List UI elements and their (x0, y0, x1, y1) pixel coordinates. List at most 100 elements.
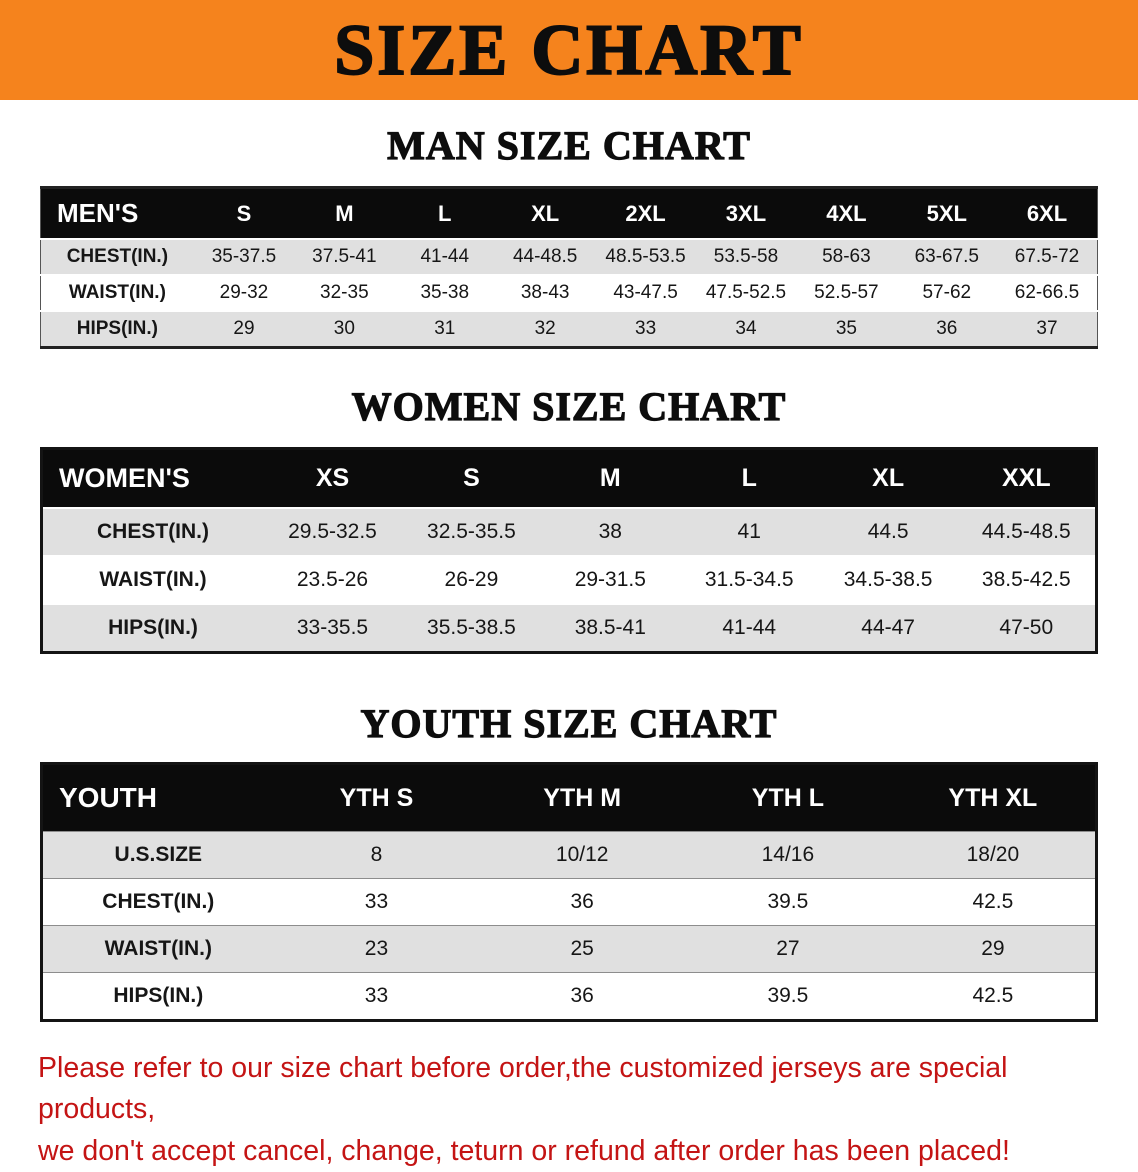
size-cell: 35-37.5 (193, 238, 295, 275)
size-cell: 58-63 (796, 238, 897, 275)
youth-table-wrap: YOUTH YTH S YTH M YTH L YTH XL U.S.SIZE … (0, 762, 1138, 1022)
col-header: YTH S (273, 763, 480, 832)
disclaimer-line-2: we don't accept cancel, change, teturn o… (38, 1134, 1010, 1167)
row-label: U.S.SIZE (41, 831, 274, 879)
size-cell: 33 (595, 310, 696, 348)
size-cell: 33 (273, 878, 480, 926)
size-cell: 44.5-48.5 (957, 507, 1097, 556)
col-header: XL (494, 187, 596, 239)
size-cell: 33-35.5 (263, 603, 402, 653)
size-cell: 34.5-38.5 (818, 555, 958, 604)
size-cell: 26-29 (401, 555, 541, 604)
size-cell: 29-32 (193, 274, 295, 311)
size-cell: 18/20 (890, 831, 1097, 879)
col-header: L (394, 187, 495, 239)
size-cell: 8 (273, 831, 480, 879)
size-cell: 38-43 (494, 274, 596, 311)
size-cell: 44.5 (818, 507, 958, 556)
size-cell: 41-44 (394, 238, 495, 275)
size-cell: 23.5-26 (263, 555, 402, 604)
size-cell: 10/12 (479, 831, 686, 879)
size-cell: 37 (997, 310, 1098, 348)
size-cell: 29.5-32.5 (263, 507, 402, 556)
women-section: WOMEN SIZE CHART WOMEN'S XS S M L XL XXL… (0, 384, 1138, 654)
size-cell: 52.5-57 (796, 274, 897, 311)
col-header: YTH M (479, 763, 686, 832)
size-cell: 38 (540, 507, 680, 556)
women-table-wrap: WOMEN'S XS S M L XL XXL CHEST(IN.) 29.5-… (0, 447, 1138, 654)
youth-size-table: YOUTH YTH S YTH M YTH L YTH XL U.S.SIZE … (40, 762, 1098, 1022)
table-row: CHEST(IN.) 29.5-32.5 32.5-35.5 38 41 44.… (41, 507, 1097, 556)
men-header-row: MEN'S S M L XL 2XL 3XL 4XL 5XL 6XL (40, 187, 1098, 239)
size-cell: 27 (685, 925, 891, 973)
size-cell: 42.5 (890, 878, 1097, 926)
size-cell: 38.5-42.5 (957, 555, 1097, 604)
row-label: WAIST(IN.) (40, 274, 194, 311)
col-header: YTH XL (890, 763, 1097, 832)
table-row: CHEST(IN.) 33 36 39.5 42.5 (41, 878, 1097, 926)
size-cell: 23 (273, 925, 480, 973)
table-row: HIPS(IN.) 29 30 31 32 33 34 35 36 37 (40, 310, 1098, 348)
size-cell: 38.5-41 (540, 603, 680, 653)
size-cell: 35.5-38.5 (401, 603, 541, 653)
table-title-cell: WOMEN'S (41, 448, 264, 508)
table-row: WAIST(IN.) 29-32 32-35 35-38 38-43 43-47… (40, 274, 1098, 311)
col-header: 5XL (896, 187, 997, 239)
col-header: 3XL (695, 187, 797, 239)
youth-heading: YOUTH SIZE CHART (360, 701, 778, 746)
row-label: CHEST(IN.) (41, 507, 264, 556)
size-cell: 25 (479, 925, 686, 973)
size-cell: 41 (679, 507, 819, 556)
size-cell: 47-50 (957, 603, 1097, 653)
size-cell: 36 (479, 972, 686, 1021)
size-cell: 31 (394, 310, 495, 348)
size-cell: 67.5-72 (997, 238, 1098, 275)
col-header: M (540, 448, 680, 508)
table-title-cell: YOUTH (41, 763, 274, 832)
size-cell: 62-66.5 (997, 274, 1098, 311)
size-cell: 33 (273, 972, 480, 1021)
youth-header-row: YOUTH YTH S YTH M YTH L YTH XL (41, 763, 1097, 832)
size-cell: 29-31.5 (540, 555, 680, 604)
size-cell: 30 (294, 310, 395, 348)
col-header: XS (263, 448, 402, 508)
size-cell: 53.5-58 (695, 238, 797, 275)
women-heading: WOMEN SIZE CHART (351, 384, 787, 429)
col-header: 2XL (595, 187, 696, 239)
size-cell: 43-47.5 (595, 274, 696, 311)
size-cell: 36 (479, 878, 686, 926)
table-row: HIPS(IN.) 33 36 39.5 42.5 (41, 972, 1097, 1021)
col-header: S (401, 448, 541, 508)
size-cell: 63-67.5 (896, 238, 997, 275)
size-cell: 31.5-34.5 (679, 555, 819, 604)
youth-section: YOUTH SIZE CHART YOUTH YTH S YTH M YTH L… (0, 701, 1138, 1022)
col-header: S (193, 187, 295, 239)
size-cell: 44-47 (818, 603, 958, 653)
col-header: XL (818, 448, 958, 508)
col-header: 4XL (796, 187, 897, 239)
size-cell: 39.5 (685, 972, 891, 1021)
size-cell: 36 (896, 310, 997, 348)
size-cell: 34 (695, 310, 797, 348)
col-header: M (294, 187, 395, 239)
size-cell: 37.5-41 (294, 238, 395, 275)
row-label: CHEST(IN.) (41, 878, 274, 926)
disclaimer-line-1: Please refer to our size chart before or… (38, 1052, 1008, 1126)
women-header-row: WOMEN'S XS S M L XL XXL (41, 448, 1097, 508)
size-cell: 35 (796, 310, 897, 348)
size-cell: 32 (494, 310, 596, 348)
size-cell: 29 (890, 925, 1097, 973)
row-label: WAIST(IN.) (41, 555, 264, 604)
size-cell: 29 (193, 310, 295, 348)
disclaimer-note: Please refer to our size chart before or… (0, 1048, 1138, 1172)
size-cell: 32-35 (294, 274, 395, 311)
size-cell: 14/16 (685, 831, 891, 879)
size-cell: 48.5-53.5 (595, 238, 696, 275)
col-header: XXL (957, 448, 1097, 508)
col-header: L (679, 448, 819, 508)
table-row: HIPS(IN.) 33-35.5 35.5-38.5 38.5-41 41-4… (41, 603, 1097, 653)
size-cell: 44-48.5 (494, 238, 596, 275)
men-table-wrap: MEN'S S M L XL 2XL 3XL 4XL 5XL 6XL CHEST… (0, 186, 1138, 349)
women-size-table: WOMEN'S XS S M L XL XXL CHEST(IN.) 29.5-… (40, 447, 1098, 654)
row-label: HIPS(IN.) (41, 972, 274, 1021)
